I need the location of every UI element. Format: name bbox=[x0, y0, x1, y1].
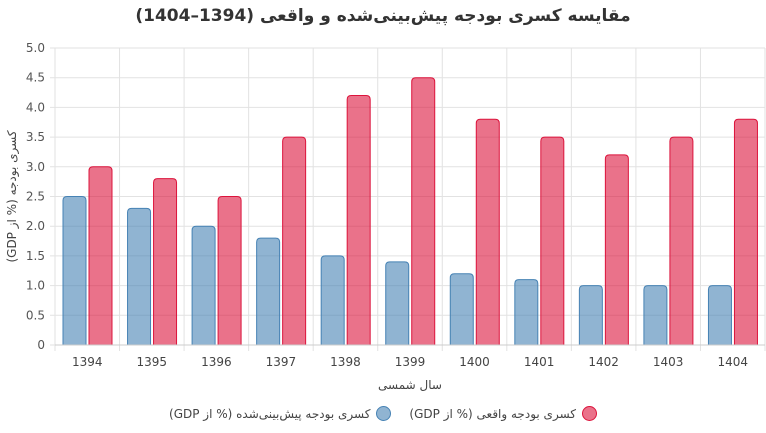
bar-predicted-1402 bbox=[578, 285, 603, 346]
y-tick-label: 1.5 bbox=[26, 249, 45, 263]
x-tick-label: 1400 bbox=[459, 355, 490, 369]
x-axis-label: سال شمسی bbox=[378, 378, 442, 392]
y-axis-label: کسری بودجه (% از GDP) bbox=[5, 130, 20, 262]
bar-actual-1395 bbox=[153, 178, 178, 346]
x-tick-label: 1404 bbox=[717, 355, 748, 369]
legend-swatch-predicted bbox=[376, 406, 392, 421]
bar-predicted-1395 bbox=[127, 207, 152, 346]
y-tick-label: 4.0 bbox=[26, 100, 45, 114]
bar-actual-1401 bbox=[540, 136, 565, 346]
x-tick-label: 1402 bbox=[588, 355, 619, 369]
legend-swatch-actual bbox=[581, 406, 597, 421]
x-tick-label: 1398 bbox=[330, 355, 361, 369]
y-tick-label: 3.0 bbox=[26, 160, 45, 174]
legend-label-actual: کسری بودجه واقعی (% از GDP) bbox=[409, 406, 576, 421]
bar-predicted-1398 bbox=[320, 255, 345, 346]
legend-label-predicted: کسری بودجه پیش‌بینی‌شده (% از GDP) bbox=[169, 406, 371, 421]
x-tick-label: 1403 bbox=[653, 355, 684, 369]
y-tick-label: 0 bbox=[37, 338, 45, 352]
y-tick-label: 2.5 bbox=[26, 190, 45, 204]
bar-actual-1400 bbox=[475, 118, 500, 346]
bar-predicted-1394 bbox=[62, 196, 87, 346]
x-tick-label: 1401 bbox=[524, 355, 555, 369]
bar-predicted-1397 bbox=[256, 237, 281, 346]
bar-predicted-1404 bbox=[707, 285, 732, 346]
x-tick-label: 1394 bbox=[72, 355, 103, 369]
y-tick-label: 5.0 bbox=[26, 41, 45, 55]
bar-actual-1404 bbox=[733, 118, 758, 346]
legend: کسری بودجه پیش‌بینی‌شده (% از GDP) کسری … bbox=[0, 406, 766, 421]
bar-predicted-1401 bbox=[514, 279, 539, 346]
bar-actual-1394 bbox=[88, 166, 113, 346]
bar-actual-1397 bbox=[282, 136, 307, 346]
y-tick-label: 3.5 bbox=[26, 130, 45, 144]
x-tick-label: 1399 bbox=[395, 355, 426, 369]
bar-predicted-1400 bbox=[449, 273, 474, 346]
bar-actual-1398 bbox=[346, 95, 371, 346]
bar-predicted-1399 bbox=[385, 261, 410, 346]
y-tick-label: 2.0 bbox=[26, 219, 45, 233]
y-tick-label: 4.5 bbox=[26, 71, 45, 85]
bar-actual-1399 bbox=[411, 77, 436, 346]
bar-predicted-1403 bbox=[643, 285, 668, 346]
legend-item-actual[interactable]: کسری بودجه واقعی (% از GDP) bbox=[409, 406, 597, 421]
chart-title: مقایسه کسری بودجه پیش‌بینی‌شده و واقعی (… bbox=[135, 6, 631, 26]
x-tick-label: 1396 bbox=[201, 355, 232, 369]
y-tick-label: 1.0 bbox=[26, 279, 45, 293]
x-tick-label: 1395 bbox=[137, 355, 168, 369]
bar-actual-1396 bbox=[217, 196, 242, 346]
bar-actual-1402 bbox=[604, 154, 629, 346]
bar-actual-1403 bbox=[669, 136, 694, 346]
y-tick-label: 0.5 bbox=[26, 308, 45, 322]
legend-item-predicted[interactable]: کسری بودجه پیش‌بینی‌شده (% از GDP) bbox=[169, 406, 392, 421]
bar-predicted-1396 bbox=[191, 225, 216, 346]
x-tick-label: 1397 bbox=[266, 355, 297, 369]
